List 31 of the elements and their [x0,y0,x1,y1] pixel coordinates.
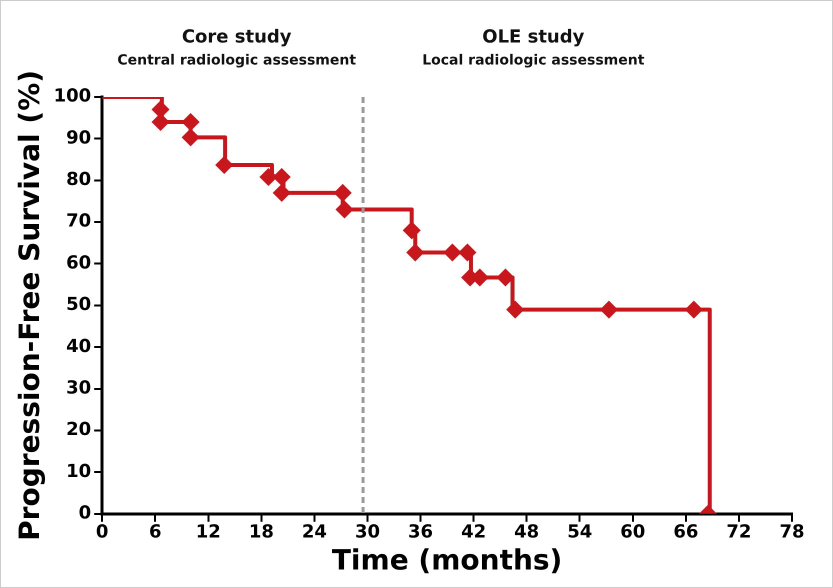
y-tick-label: 20 [66,419,92,440]
y-tick-label: 60 [66,252,92,274]
x-tick-label: 24 [302,521,327,542]
y-tick-label: 50 [66,294,92,316]
y-tick-label: 100 [54,86,92,107]
x-tick-label: 30 [354,521,380,542]
y-tick-label: 30 [66,377,92,398]
x-tick-label: 66 [673,521,698,542]
x-tick-label: 72 [726,521,752,542]
text: Central radiologic assessment [117,52,356,69]
x-tick-label: 18 [248,521,274,542]
text: Core study [182,26,292,48]
x-tick-label: 48 [514,521,540,542]
y-axis-title: Progression-Free Survival (%) [13,70,46,541]
x-tick-label: 36 [408,521,434,542]
y-tick-label: 90 [66,127,92,148]
x-tick-label: 0 [96,521,108,542]
x-axis-title: Time (months) [332,543,562,576]
x-tick-label: 6 [148,521,162,542]
text: Local radiologic assessment [422,52,645,69]
y-tick-label: 70 [66,210,92,232]
x-tick-label: 78 [779,521,805,542]
text: OLE study [482,26,585,48]
x-tick-label: 60 [620,521,646,542]
y-tick-label: 0 [78,502,92,524]
x-tick-label: 54 [567,521,592,542]
y-tick-label: 10 [66,460,92,482]
x-tick-label: 42 [461,521,486,542]
y-tick-label: 40 [66,336,92,357]
y-tick-label: 80 [66,169,92,190]
x-tick-label: 12 [196,521,221,542]
